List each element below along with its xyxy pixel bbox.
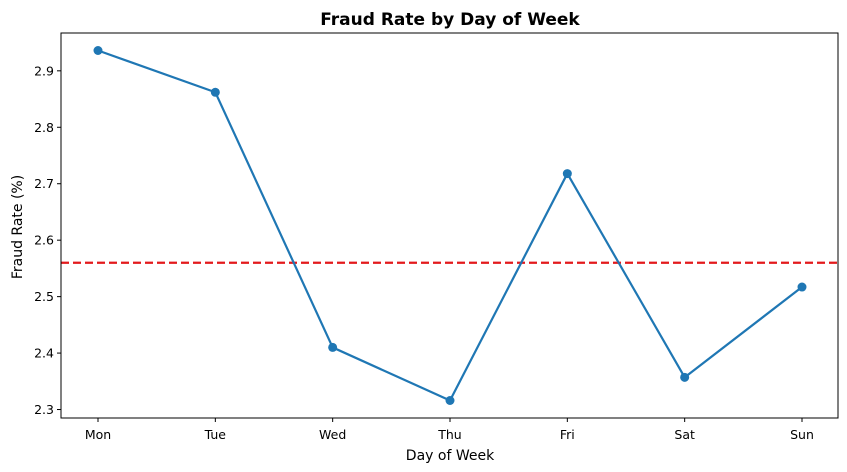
x-tick-label: Sat bbox=[674, 427, 695, 442]
y-tick-label: 2.6 bbox=[34, 233, 54, 248]
chart-title: Fraud Rate by Day of Week bbox=[320, 10, 580, 30]
data-point bbox=[210, 87, 220, 97]
y-axis-label: Fraud Rate (%) bbox=[10, 175, 26, 279]
data-point bbox=[562, 169, 572, 179]
x-tick-label: Tue bbox=[204, 427, 227, 442]
x-tick-label: Sun bbox=[790, 427, 814, 442]
data-point bbox=[445, 396, 455, 405]
data-point bbox=[328, 342, 338, 352]
x-tick-label: Thu bbox=[437, 427, 461, 442]
x-axis-label: Day of Week bbox=[406, 448, 495, 464]
plot-frame bbox=[60, 32, 839, 419]
series-line bbox=[97, 49, 803, 402]
data-point bbox=[93, 46, 103, 55]
y-tick-label: 2.9 bbox=[34, 63, 54, 78]
y-tick-label: 2.8 bbox=[34, 120, 54, 135]
y-tick-label: 2.3 bbox=[34, 402, 54, 417]
data-point bbox=[797, 282, 807, 292]
x-tick-label: Mon bbox=[85, 427, 111, 442]
x-tick-label: Wed bbox=[319, 427, 346, 442]
y-tick-label: 2.7 bbox=[34, 176, 54, 191]
x-tick-label: Fri bbox=[560, 427, 575, 442]
data-point bbox=[680, 372, 690, 382]
plot-area: Mon Tue Wed Thu Fri Sat Sun 2.3 2.4 2.5 2.6 2.7 2.8 2… bbox=[34, 32, 839, 442]
y-tick-label: 2.5 bbox=[34, 289, 54, 304]
y-tick-label: 2.4 bbox=[34, 346, 54, 361]
